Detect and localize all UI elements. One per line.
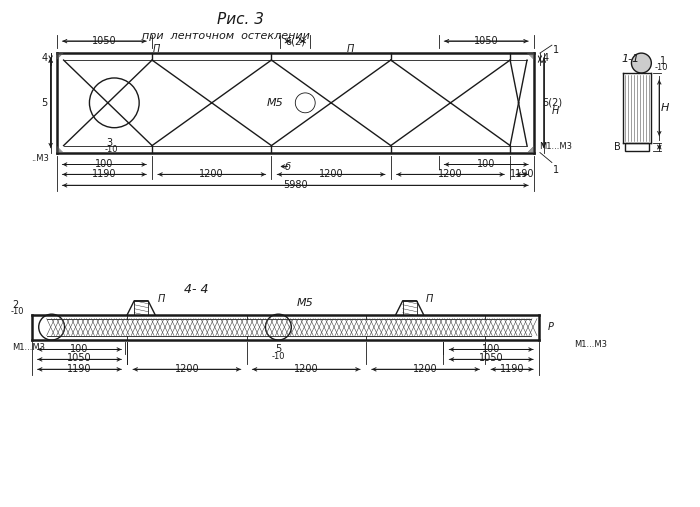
Text: 3: 3 [106,137,113,148]
Text: при  ленточном  остеклении: при ленточном остеклении [141,31,309,41]
Text: В: В [614,141,621,152]
Text: -10: -10 [104,145,118,154]
Text: -10: -10 [11,307,25,316]
Text: 1-1: 1-1 [622,54,640,64]
Text: 1200: 1200 [294,365,318,374]
Text: 1200: 1200 [318,169,344,179]
Text: -10: -10 [654,62,668,71]
Text: 1190: 1190 [510,169,534,179]
Text: 100: 100 [477,160,496,169]
Text: Н: Н [552,106,559,116]
Text: 2: 2 [13,300,19,310]
Text: 1200: 1200 [199,169,224,179]
Text: ..М3: ..М3 [31,154,49,163]
Text: -10: -10 [272,352,285,361]
Text: 5: 5 [41,98,48,108]
Text: 100: 100 [70,344,89,354]
Text: М1...М3: М1...М3 [539,142,572,151]
Text: П: П [153,44,160,54]
Text: 1200: 1200 [438,169,463,179]
Circle shape [631,53,651,73]
Text: 5(2): 5(2) [542,98,562,108]
Text: 1200: 1200 [413,365,438,374]
Text: 5980: 5980 [283,180,307,190]
Text: 1200: 1200 [174,365,200,374]
Text: 5: 5 [275,344,281,354]
Text: 1190: 1190 [500,365,524,374]
Bar [626,142,650,151]
Text: М1...М3: М1...М3 [12,343,45,352]
Text: 100: 100 [95,160,113,169]
Text: 1050: 1050 [92,36,117,46]
Text: 1: 1 [660,56,666,66]
Text: 100: 100 [482,344,500,354]
Text: 1050: 1050 [474,36,498,46]
Text: М1...М3: М1...М3 [574,340,607,349]
Text: 4: 4 [41,53,48,63]
Text: П: П [158,294,164,304]
Text: М5: М5 [297,298,314,308]
Text: 1050: 1050 [67,353,92,364]
Text: 1190: 1190 [67,365,92,374]
Text: Рис. 3: Рис. 3 [217,12,264,27]
Text: 6(2): 6(2) [286,36,305,46]
Text: П: П [426,294,433,304]
Text: Р: Р [548,322,554,332]
Text: б: б [284,162,290,172]
Text: 4- 4: 4- 4 [183,283,208,296]
Text: 1: 1 [553,165,559,175]
Text: 1190: 1190 [92,169,117,179]
Text: 1: 1 [553,45,559,55]
Text: 1050: 1050 [479,353,503,364]
Text: Н: Н [661,103,669,113]
Text: М5: М5 [267,98,284,108]
Text: 4: 4 [543,53,549,63]
Text: П: П [346,44,354,54]
